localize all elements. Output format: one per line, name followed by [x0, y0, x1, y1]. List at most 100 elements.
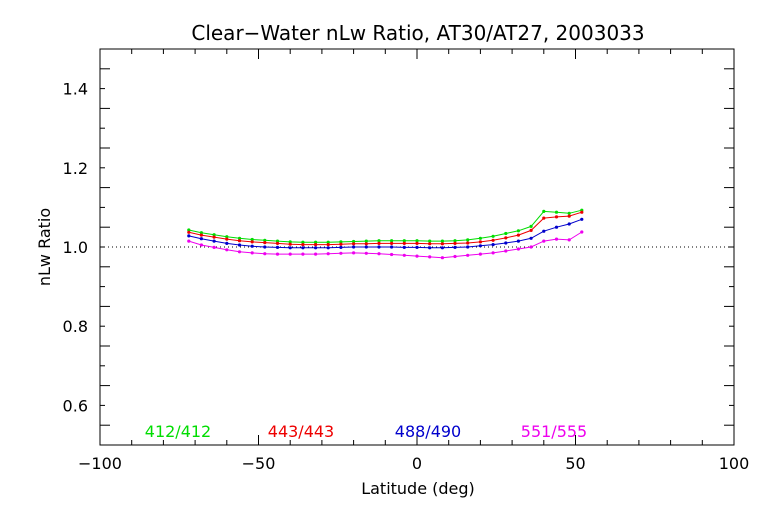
data-point — [314, 243, 318, 247]
data-point — [187, 239, 191, 243]
data-point — [504, 241, 508, 245]
data-point — [516, 247, 521, 251]
data-point — [428, 246, 432, 250]
data-point — [288, 252, 292, 256]
data-point — [377, 241, 381, 245]
x-tick-label: 100 — [719, 454, 750, 473]
data-point — [542, 239, 546, 243]
data-point — [212, 233, 216, 237]
data-point — [415, 241, 419, 245]
data-point — [187, 228, 191, 232]
data-point — [275, 239, 280, 243]
data-point — [478, 252, 482, 256]
legend-entry: 412/412 — [145, 422, 211, 441]
chart-title: Clear−Water nLw Ratio, AT30/AT27, 200303… — [191, 21, 644, 45]
series-line — [188, 209, 582, 243]
data-point — [263, 245, 267, 249]
data-point — [364, 242, 368, 246]
data-point — [352, 251, 356, 255]
data-point — [352, 245, 356, 249]
legend-entry: 488/490 — [395, 422, 461, 441]
data-point — [326, 246, 330, 250]
y-tick-label: 1.4 — [63, 80, 88, 99]
data-point — [453, 245, 457, 249]
data-point — [364, 245, 368, 249]
y-tick-labels: 0.6 0.8 1.0 1.2 1.4 — [63, 80, 88, 416]
data-point — [275, 245, 280, 249]
x-tick-label: −100 — [78, 454, 122, 473]
data-point — [415, 245, 419, 249]
data-point — [516, 239, 521, 243]
data-point — [237, 236, 242, 240]
data-point — [326, 240, 330, 244]
data-point — [352, 239, 356, 244]
x-tick-label: −50 — [242, 454, 276, 473]
data-point — [364, 251, 368, 255]
data-point — [301, 252, 305, 256]
data-point — [504, 236, 508, 240]
data-point — [225, 235, 229, 239]
data-point — [580, 217, 584, 221]
data-point — [339, 245, 343, 249]
data-point — [377, 239, 381, 243]
data-point — [402, 253, 406, 257]
series-488-490 — [187, 217, 584, 250]
data-point — [491, 238, 495, 242]
data-point — [199, 243, 203, 247]
series-group — [187, 208, 584, 260]
data-point — [250, 251, 254, 255]
data-point — [428, 239, 432, 243]
data-point — [415, 239, 419, 243]
data-point — [453, 254, 457, 259]
data-point — [415, 254, 419, 258]
data-point — [352, 242, 356, 246]
data-point — [390, 252, 394, 257]
x-tick-label: 0 — [412, 454, 422, 473]
data-point — [567, 222, 571, 226]
data-point — [301, 246, 305, 250]
data-point — [440, 239, 444, 243]
data-point — [301, 243, 305, 247]
data-point — [554, 237, 559, 241]
y-tick-label: 0.8 — [63, 317, 88, 336]
data-point — [491, 251, 495, 255]
data-point — [466, 253, 470, 257]
data-point — [402, 245, 406, 249]
data-point — [288, 242, 292, 246]
data-point — [314, 240, 318, 244]
data-point — [580, 230, 584, 234]
data-point — [199, 237, 203, 241]
series-443-443 — [187, 210, 584, 247]
y-tick-label: 1.0 — [63, 238, 88, 257]
data-point — [275, 252, 280, 256]
data-point — [504, 231, 508, 236]
data-point — [478, 240, 482, 244]
data-point — [428, 242, 432, 246]
data-point — [554, 210, 559, 214]
data-point — [225, 237, 229, 241]
data-point — [453, 239, 457, 243]
data-point — [554, 225, 559, 229]
data-point — [478, 244, 482, 248]
series-line — [188, 211, 582, 246]
data-point — [529, 224, 533, 228]
series-551-555 — [187, 230, 584, 260]
data-point — [225, 241, 229, 245]
data-point — [364, 239, 368, 243]
series-line — [188, 231, 583, 259]
data-point — [250, 237, 254, 242]
data-point — [567, 238, 571, 242]
data-point — [301, 240, 305, 244]
data-point — [263, 252, 267, 256]
data-point — [237, 243, 242, 247]
data-point — [288, 246, 292, 250]
series-line — [188, 218, 582, 249]
data-point — [440, 242, 444, 246]
data-point — [187, 234, 191, 238]
data-point — [529, 228, 533, 232]
legend-entry: 443/443 — [268, 422, 334, 441]
data-point — [466, 245, 470, 249]
data-point — [554, 215, 559, 219]
legend-entry: 551/555 — [521, 422, 587, 441]
